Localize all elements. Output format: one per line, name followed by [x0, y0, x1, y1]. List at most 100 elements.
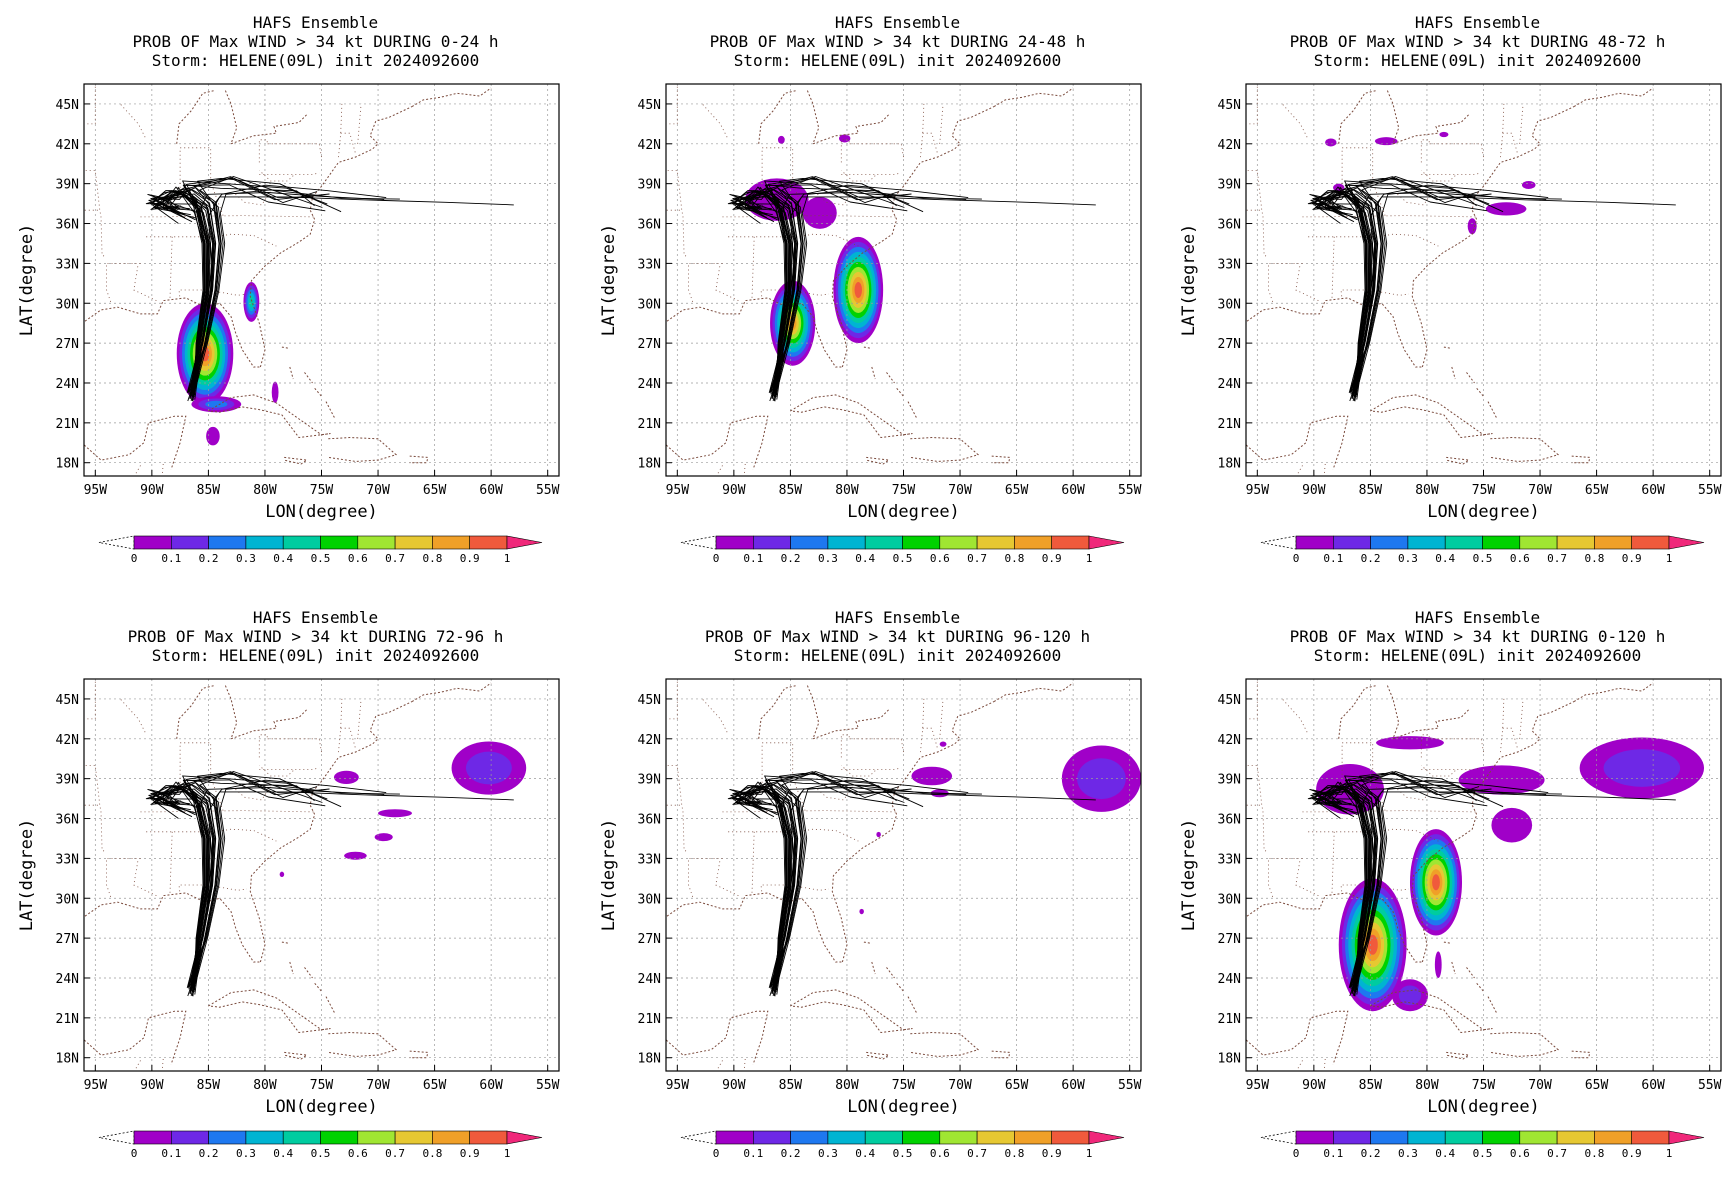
- coastline: [896, 982, 904, 992]
- state-border: [1268, 857, 1303, 899]
- colorbar-label: 0.8: [1584, 1147, 1604, 1160]
- lat-tick-label: 33N: [1218, 852, 1241, 867]
- colorbar-over-arrow: [1668, 1130, 1705, 1145]
- colorbar-label: 0.8: [422, 1147, 442, 1160]
- colorbar-label: 0.9: [460, 1147, 480, 1160]
- ensemble-track: [1345, 779, 1477, 989]
- lon-tick-label: 85W: [197, 1078, 221, 1093]
- state-border: [920, 132, 938, 158]
- probability-contour: [911, 766, 953, 786]
- coastline: [281, 346, 290, 349]
- state-border: [119, 698, 146, 733]
- state-border: [338, 132, 356, 158]
- colorbar-label: 0.6: [348, 552, 368, 565]
- lon-tick-label: 70W: [1528, 1078, 1552, 1093]
- coastline: [871, 961, 876, 975]
- coastline: [230, 114, 308, 145]
- ensemble-track: [1352, 196, 1676, 397]
- colorbar-swatch: [282, 1130, 321, 1145]
- state-border: [666, 679, 689, 853]
- lon-tick-label: 75W: [892, 483, 916, 498]
- coastline: [224, 90, 238, 144]
- coastline: [666, 892, 843, 963]
- colorbar-swatch: [1333, 1130, 1371, 1145]
- ensemble-track: [734, 788, 804, 988]
- colorbar-label: 0.7: [1547, 552, 1567, 565]
- ensemble-track: [152, 788, 212, 995]
- probability-contour: [1439, 131, 1449, 138]
- state-border: [267, 143, 322, 158]
- colorbar-label: 0.6: [1510, 1147, 1530, 1160]
- probability-contour: [378, 809, 412, 818]
- state-border: [841, 765, 876, 777]
- coastline: [863, 346, 872, 349]
- y-axis-label: LAT(degree): [1179, 224, 1199, 337]
- state-border: [357, 103, 362, 144]
- ensemble-track: [1314, 193, 1374, 400]
- colorbar-label: 0.6: [1510, 552, 1530, 565]
- probability-contour: [333, 770, 359, 784]
- coastline: [758, 90, 797, 144]
- state-border: [1331, 831, 1335, 893]
- colorbar-under-arrow: [98, 535, 135, 550]
- ensemble-track: [1342, 177, 1492, 397]
- coastline: [1451, 366, 1456, 380]
- ensemble-track: [192, 784, 400, 994]
- lat-tick-label: 24N: [56, 972, 79, 987]
- colorbar-label: 0.8: [1584, 552, 1604, 565]
- x-axis-label: LON(degree): [265, 1097, 378, 1117]
- lat-tick-label: 45N: [56, 98, 79, 113]
- coastline: [1571, 455, 1591, 464]
- coastline: [411, 682, 492, 703]
- state-border: [1297, 465, 1303, 476]
- colorbar-label: 0.1: [161, 552, 181, 565]
- colorbar-label: 0.9: [1622, 1147, 1642, 1160]
- colorbar-over-arrow: [1088, 1130, 1125, 1145]
- colorbar-swatch: [432, 1130, 470, 1145]
- coastline: [993, 87, 1074, 108]
- colorbar-swatch: [1631, 535, 1670, 550]
- lon-tick-label: 55W: [536, 483, 560, 498]
- ensemble-track: [150, 784, 220, 988]
- coastline: [1451, 961, 1456, 975]
- state-border: [688, 857, 723, 899]
- coastline: [281, 941, 290, 944]
- lat-tick-label: 21N: [638, 1012, 661, 1027]
- probability-contour: [344, 851, 367, 860]
- panel-title-line: HAFS Ensemble: [253, 13, 378, 32]
- state-border: [338, 727, 356, 753]
- colorbar-label: 0.4: [1435, 1147, 1455, 1160]
- colorbar-label: 0.4: [273, 552, 293, 565]
- lon-tick-label: 85W: [197, 483, 221, 498]
- state-border: [841, 170, 876, 182]
- state-border: [666, 84, 689, 258]
- state-border: [939, 103, 944, 144]
- colorbar-label: 0.3: [236, 552, 256, 565]
- colorbar-label: 0.7: [385, 552, 405, 565]
- lon-tick-label: 70W: [948, 1078, 972, 1093]
- state-border: [1397, 786, 1433, 801]
- colorbar-under-arrow: [1260, 1130, 1297, 1145]
- colorbar-swatch: [976, 1130, 1015, 1145]
- coastline: [1246, 415, 1349, 470]
- coastline: [1476, 982, 1484, 992]
- coastline: [249, 701, 413, 963]
- state-border: [135, 1060, 141, 1071]
- state-border: [267, 738, 322, 753]
- probability-contour: [1467, 218, 1477, 235]
- lon-tick-label: 65W: [1005, 483, 1029, 498]
- coastline: [666, 297, 843, 368]
- lat-tick-label: 24N: [638, 972, 661, 987]
- colorbar-label: 0.5: [893, 552, 913, 565]
- coastline: [1571, 1050, 1591, 1059]
- colorbar-label: 0.9: [1042, 1147, 1062, 1160]
- colorbar-swatch: [1370, 1130, 1409, 1145]
- probability-contour: [1485, 202, 1527, 216]
- coastline: [176, 90, 215, 144]
- lat-tick-label: 45N: [56, 693, 79, 708]
- lat-tick-label: 27N: [638, 932, 661, 947]
- state-border: [1500, 727, 1518, 753]
- coastline: [289, 961, 294, 975]
- state-border: [133, 263, 157, 301]
